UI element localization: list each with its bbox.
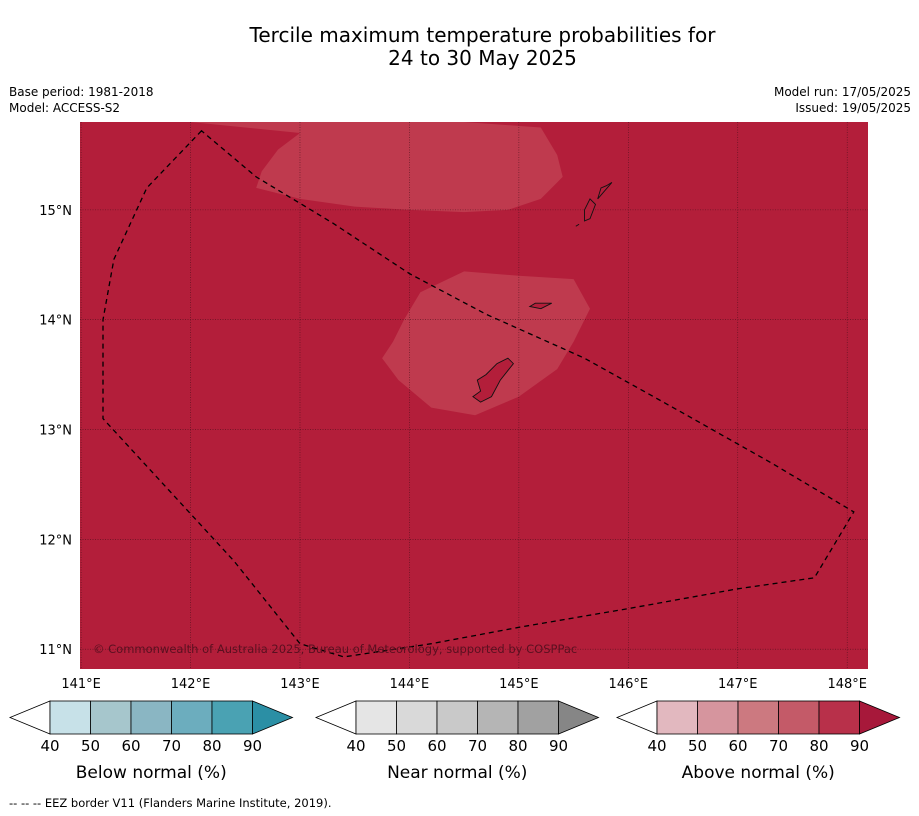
island-coastline — [597, 182, 613, 200]
colorbar-tick-label: 50 — [387, 737, 406, 755]
map-area: © Commonwealth of Australia 2025, Bureau… — [80, 122, 868, 669]
colorbar-title: Near normal (%) — [387, 763, 527, 783]
latitude-tick-label: 12°N — [39, 533, 72, 548]
island-coastline — [584, 198, 597, 222]
colorbar-tick-label: 40 — [647, 737, 666, 755]
longitude-tick-label: 144°E — [390, 677, 430, 692]
chart-title: Tercile maximum temperature probabilitie… — [0, 24, 919, 70]
colorbar-segment — [517, 700, 559, 735]
colorbar-tick-label: 70 — [162, 737, 181, 755]
longitude-tick-label: 142°E — [171, 677, 211, 692]
colorbar-segment — [656, 700, 698, 735]
title-line-2: 24 to 30 May 2025 — [388, 46, 577, 70]
colorbar-extend-high — [859, 700, 901, 735]
title-line-1: Tercile maximum temperature probabilitie… — [249, 23, 716, 47]
colorbar-segment — [477, 700, 519, 735]
colorbar-tick-label: 60 — [121, 737, 140, 755]
eez-footnote: -- -- -- EEZ border V11 (Flanders Marine… — [9, 796, 332, 810]
colorbar-segment — [737, 700, 779, 735]
latitude-tick-label: 11°N — [39, 643, 72, 658]
island-coastline — [472, 357, 515, 403]
longitude-tick-label: 146°E — [609, 677, 649, 692]
above-normal-70-80-region — [190, 122, 563, 213]
longitude-tick-label: 147°E — [718, 677, 758, 692]
longitude-tick-label: 141°E — [61, 677, 101, 692]
latitude-tick-label: 15°N — [39, 204, 72, 219]
legend-below: 40 50 60 70 80 90 Below normal (%) — [8, 700, 294, 783]
island-coastline — [528, 302, 552, 310]
map-axes: 141°E 142°E 143°E 144°E 145°E 146°E 147°E 148°E… — [39, 204, 867, 692]
colorbar-segment — [778, 700, 820, 735]
colorbar-title: Below normal (%) — [76, 763, 227, 783]
colorbar-segment — [697, 700, 739, 735]
island-coastline — [575, 223, 580, 227]
colorbar-segment — [49, 700, 91, 735]
map-figure: © Commonwealth of Australia 2025, Bureau… — [8, 122, 901, 783]
colorbar-segment — [355, 700, 397, 735]
legend-colorbars: 40 50 60 70 80 90 Below normal (%) 40 50 60 70 80 90… — [8, 700, 901, 783]
legend-above: 40 50 60 70 80 90 Above normal (%) — [615, 700, 901, 783]
colorbar-tick-label: 40 — [40, 737, 59, 755]
colorbar-tick-label: 50 — [81, 737, 100, 755]
colorbar-tick-label: 80 — [508, 737, 527, 755]
colorbar-tick-label: 90 — [243, 737, 262, 755]
longitude-tick-label: 143°E — [280, 677, 320, 692]
colorbar-tick-label: 70 — [769, 737, 788, 755]
colorbar-tick-label: 60 — [728, 737, 747, 755]
colorbar-title: Above normal (%) — [682, 763, 835, 783]
colorbar-tick-label: 50 — [688, 737, 707, 755]
longitude-tick-label: 145°E — [499, 677, 539, 692]
colorbar-segment — [211, 700, 253, 735]
model-run-text: Model run: 17/05/2025 — [773, 85, 911, 99]
copyright-text: © Commonwealth of Australia 2025, Bureau… — [93, 642, 577, 656]
colorbar-tick-label: 90 — [850, 737, 869, 755]
legend-near: 40 50 60 70 80 90 Near normal (%) — [314, 700, 600, 783]
colorbar-segment — [818, 700, 860, 735]
colorbar-extend-high — [558, 700, 600, 735]
colorbar-tick-label: 80 — [809, 737, 828, 755]
latitude-tick-label: 13°N — [39, 424, 72, 439]
colorbar-segment — [130, 700, 172, 735]
colorbar-extend-high — [252, 700, 294, 735]
latitude-tick-label: 14°N — [39, 314, 72, 329]
longitude-tick-label: 148°E — [827, 677, 867, 692]
colorbar-extend-low — [314, 700, 357, 735]
colorbar-segment — [396, 700, 438, 735]
colorbar-segment — [171, 700, 213, 735]
issued-text: Issued: 19/05/2025 — [795, 101, 911, 115]
colorbar-tick-label: 90 — [549, 737, 568, 755]
colorbar-extend-low — [8, 700, 51, 735]
colorbar-tick-label: 80 — [202, 737, 221, 755]
colorbar-segment — [436, 700, 478, 735]
base-period-text: Base period: 1981-2018 — [9, 85, 154, 99]
colorbar-tick-label: 60 — [427, 737, 446, 755]
colorbar-tick-label: 70 — [468, 737, 487, 755]
colorbar-tick-label: 40 — [346, 737, 365, 755]
colorbar-extend-low — [615, 700, 658, 735]
colorbar-segment — [90, 700, 132, 735]
model-text: Model: ACCESS-S2 — [9, 101, 121, 115]
